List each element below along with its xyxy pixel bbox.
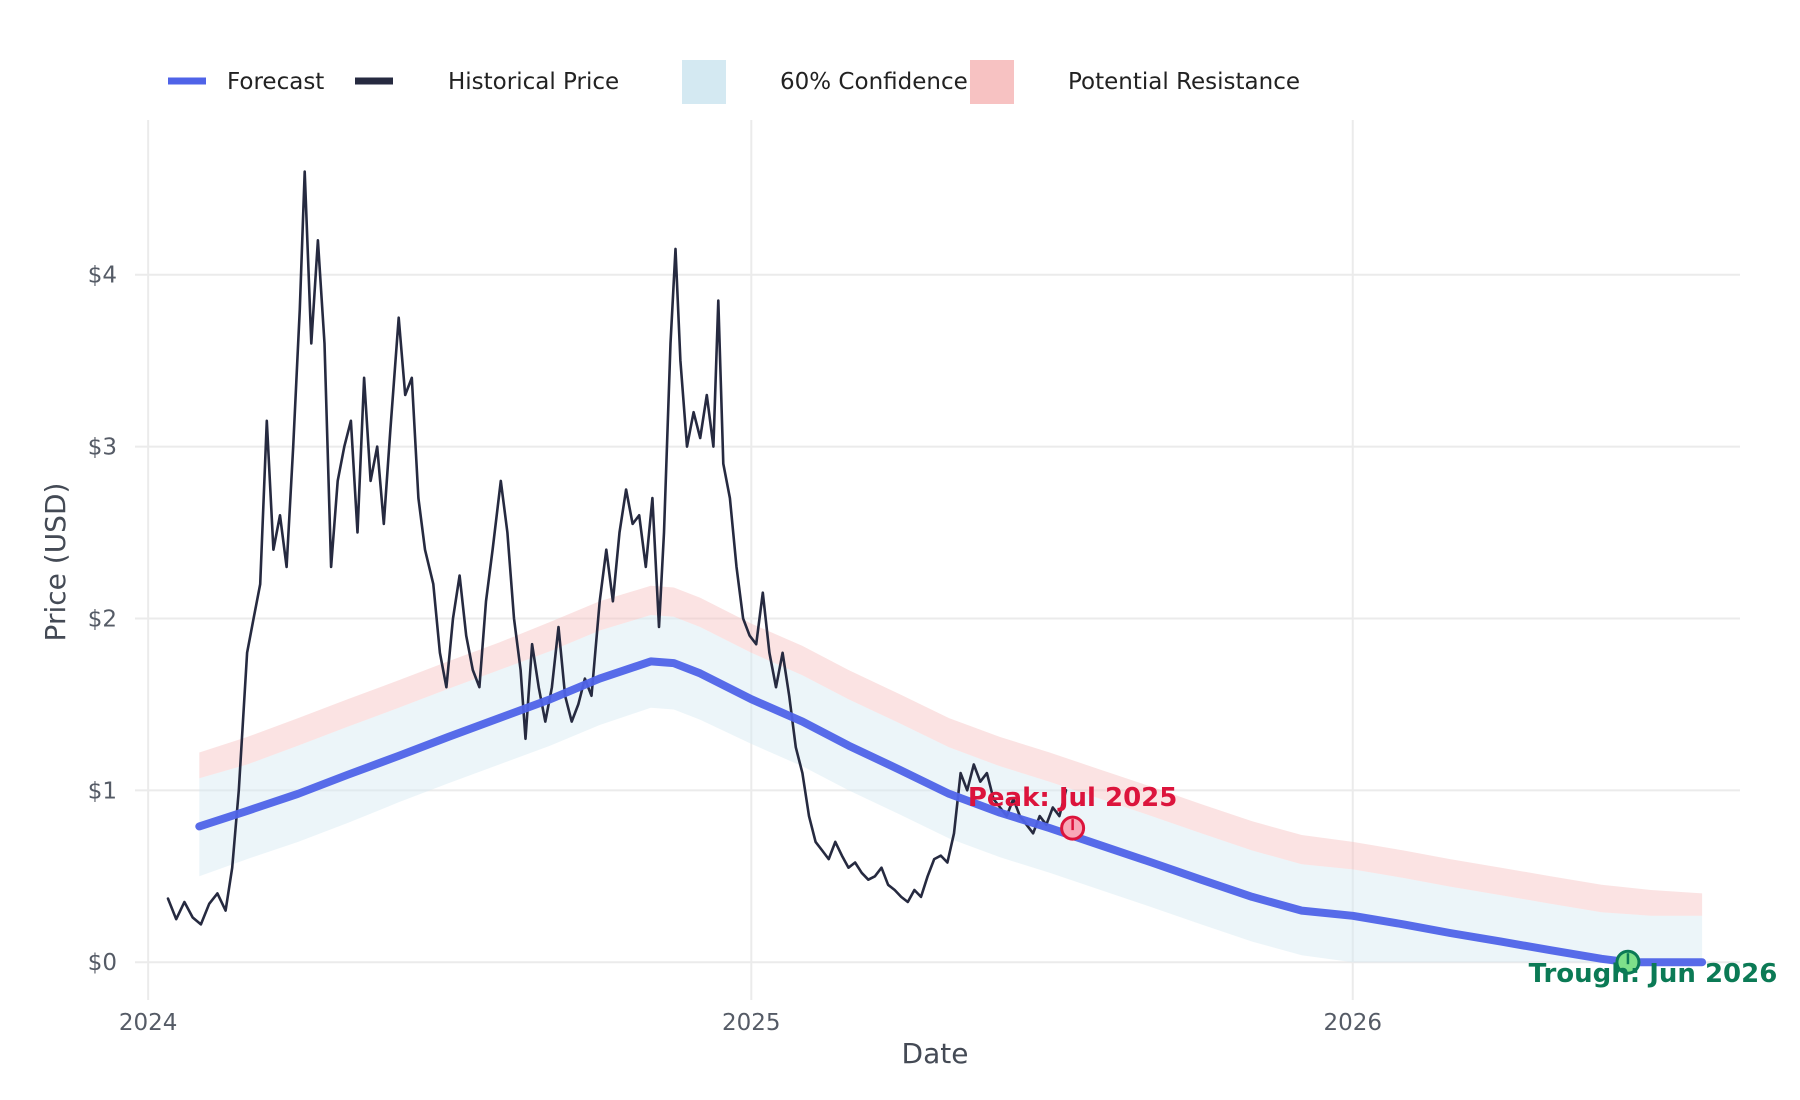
x-tick-label: 2026 [1323,1010,1382,1036]
y-tick-label: $2 [88,606,117,632]
legend-swatch [970,60,1014,104]
lines [166,170,1707,967]
y-axis-title: Price (USD) [39,483,72,642]
x-tick-label: 2025 [722,1010,781,1036]
forecast-line [195,657,1707,967]
y-tick-label: $1 [88,778,117,804]
legend-label: Historical Price [448,69,619,95]
legend-label: 60% Confidence [780,69,968,95]
legend-label: Potential Resistance [1068,69,1300,95]
x-tick-label: 2024 [119,1010,178,1036]
legend-label: Forecast [227,69,324,95]
y-tick-label: $4 [88,263,117,289]
confidence-band [199,615,1703,963]
legend: Forecast Historical Price 60% Confidence Po… [168,60,1300,104]
axis-ticks: $0 $1 $2 $3 $4 2024 2025 2026 [88,263,1382,1036]
y-tick-label: $0 [88,950,117,976]
legend-swatch [682,60,726,104]
x-axis-title: Date [902,1037,969,1070]
peak-label: Peak: Jul 2025 [968,783,1178,813]
grid [135,120,1740,1000]
resistance-band [199,585,1703,916]
annotation-markers: Peak: Jul 2025 Trough: Jun 2026 [968,783,1777,989]
historical-price-line [166,170,1068,926]
trough-label: Trough: Jun 2026 [1529,959,1778,989]
bands [199,585,1703,963]
y-tick-label: $3 [88,435,117,461]
